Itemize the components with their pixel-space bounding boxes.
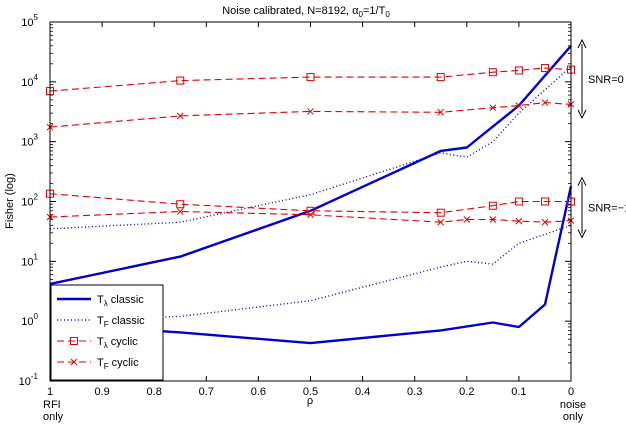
x-tick-label: 0.8 — [147, 386, 162, 398]
legend-label: Tλ cyclic — [97, 336, 138, 350]
legend: Tλ classic TF classic Tλ cyclic TF cyclic — [50, 284, 164, 381]
snr0-label: SNR=0 dB — [588, 74, 626, 86]
square-marker — [176, 76, 185, 85]
x-tick-label: 0.9 — [94, 386, 109, 398]
x-extra-label-right: only — [563, 411, 584, 423]
arrow-head-down — [577, 109, 587, 119]
series-line — [49, 66, 572, 230]
square-marker — [436, 73, 445, 82]
x-marker — [307, 211, 314, 219]
x-tick-label: 0.6 — [251, 386, 266, 398]
square-marker — [540, 64, 549, 73]
y-tick-label: 103 — [21, 133, 38, 149]
plot-frame — [49, 21, 572, 382]
square-marker — [514, 66, 523, 75]
x-extra-label-left: only — [43, 411, 64, 423]
square-marker — [488, 201, 497, 210]
legend-box — [50, 284, 164, 381]
snr15-label: SNR=−15dB — [588, 203, 626, 215]
x-marker — [489, 216, 497, 223]
legend-label: Tλ classic — [97, 294, 144, 308]
series-t-f-classic — [49, 66, 572, 230]
x-marker — [176, 208, 184, 215]
square-marker — [488, 68, 497, 77]
tick-labels: 1 0.9 0.8 0.7 0.6 0.5 0.4 0.3 0.2 0.1 0RFIonlynois… — [19, 13, 587, 423]
series-line — [49, 185, 573, 345]
x-tick-label: 0 — [568, 386, 574, 398]
x-marker — [437, 218, 445, 226]
square-marker — [514, 197, 523, 206]
x-tick-label: 0.3 — [407, 386, 422, 398]
arrow-head-up — [577, 38, 587, 49]
x-tick-label: 0.4 — [355, 386, 370, 398]
legend-item: Tλ cyclic — [57, 336, 138, 350]
y-tick-label: 104 — [21, 73, 38, 89]
series-line — [49, 224, 572, 322]
x-marker — [463, 216, 471, 223]
legend-item: Tλ classic — [57, 294, 144, 308]
y-tick-label: 100 — [21, 312, 38, 328]
x-marker — [70, 358, 78, 366]
square-marker — [436, 208, 445, 217]
x-marker — [437, 108, 445, 116]
title-period-text: =1/T — [363, 5, 386, 17]
legend-item: TF cyclic — [57, 357, 139, 371]
legend-label: TF classic — [97, 315, 145, 329]
snr0-arrow — [577, 38, 587, 119]
y-tick-label: 10-1 — [19, 372, 39, 388]
x-extra-label-left: RFI — [43, 399, 61, 411]
snr15-arrow — [577, 176, 587, 239]
series-t-f-classic — [49, 224, 572, 322]
x-marker — [176, 112, 184, 120]
x-axis-label: ρ — [307, 395, 313, 407]
series-t-classic — [49, 185, 573, 345]
x-marker — [515, 102, 523, 109]
square-marker — [176, 200, 185, 209]
arrow-head-down — [577, 229, 587, 239]
x-marker — [541, 218, 549, 226]
y-tick-label: 102 — [21, 193, 38, 209]
title-period-subscript: 0 — [385, 10, 390, 19]
title-alpha-subscript: 0 — [359, 10, 364, 19]
y-tick-label: 105 — [21, 13, 38, 29]
legend-item: TF classic — [57, 315, 145, 329]
title-alpha: α — [352, 5, 359, 17]
chart-title: Noise calibrated, N=8192, α0=1/T0 — [222, 5, 390, 19]
y-axis-label: Fisher (log) — [4, 173, 16, 229]
x-tick-label: 0.1 — [511, 386, 526, 398]
x-marker — [489, 104, 497, 112]
series-line — [49, 210, 572, 223]
x-marker — [541, 99, 549, 106]
x-tick-label: 0.2 — [459, 386, 474, 398]
square-marker — [540, 197, 549, 206]
x-extra-label-right: noise — [560, 399, 586, 411]
square-marker — [306, 73, 315, 82]
x-tick-label: 1 — [47, 386, 53, 398]
y-tick-label: 101 — [21, 252, 38, 268]
arrow-head-up — [577, 176, 587, 186]
title-text: Noise calibrated, N=8192, — [222, 5, 352, 17]
square-marker — [70, 337, 78, 345]
x-tick-label: 0.7 — [199, 386, 214, 398]
x-marker — [307, 108, 314, 115]
snr-annotations: SNR=0 dB SNR=−15dB — [577, 38, 626, 239]
x-marker — [515, 217, 523, 225]
legend-label: TF cyclic — [97, 357, 139, 371]
x-tick-label: 0.5 — [303, 386, 318, 398]
